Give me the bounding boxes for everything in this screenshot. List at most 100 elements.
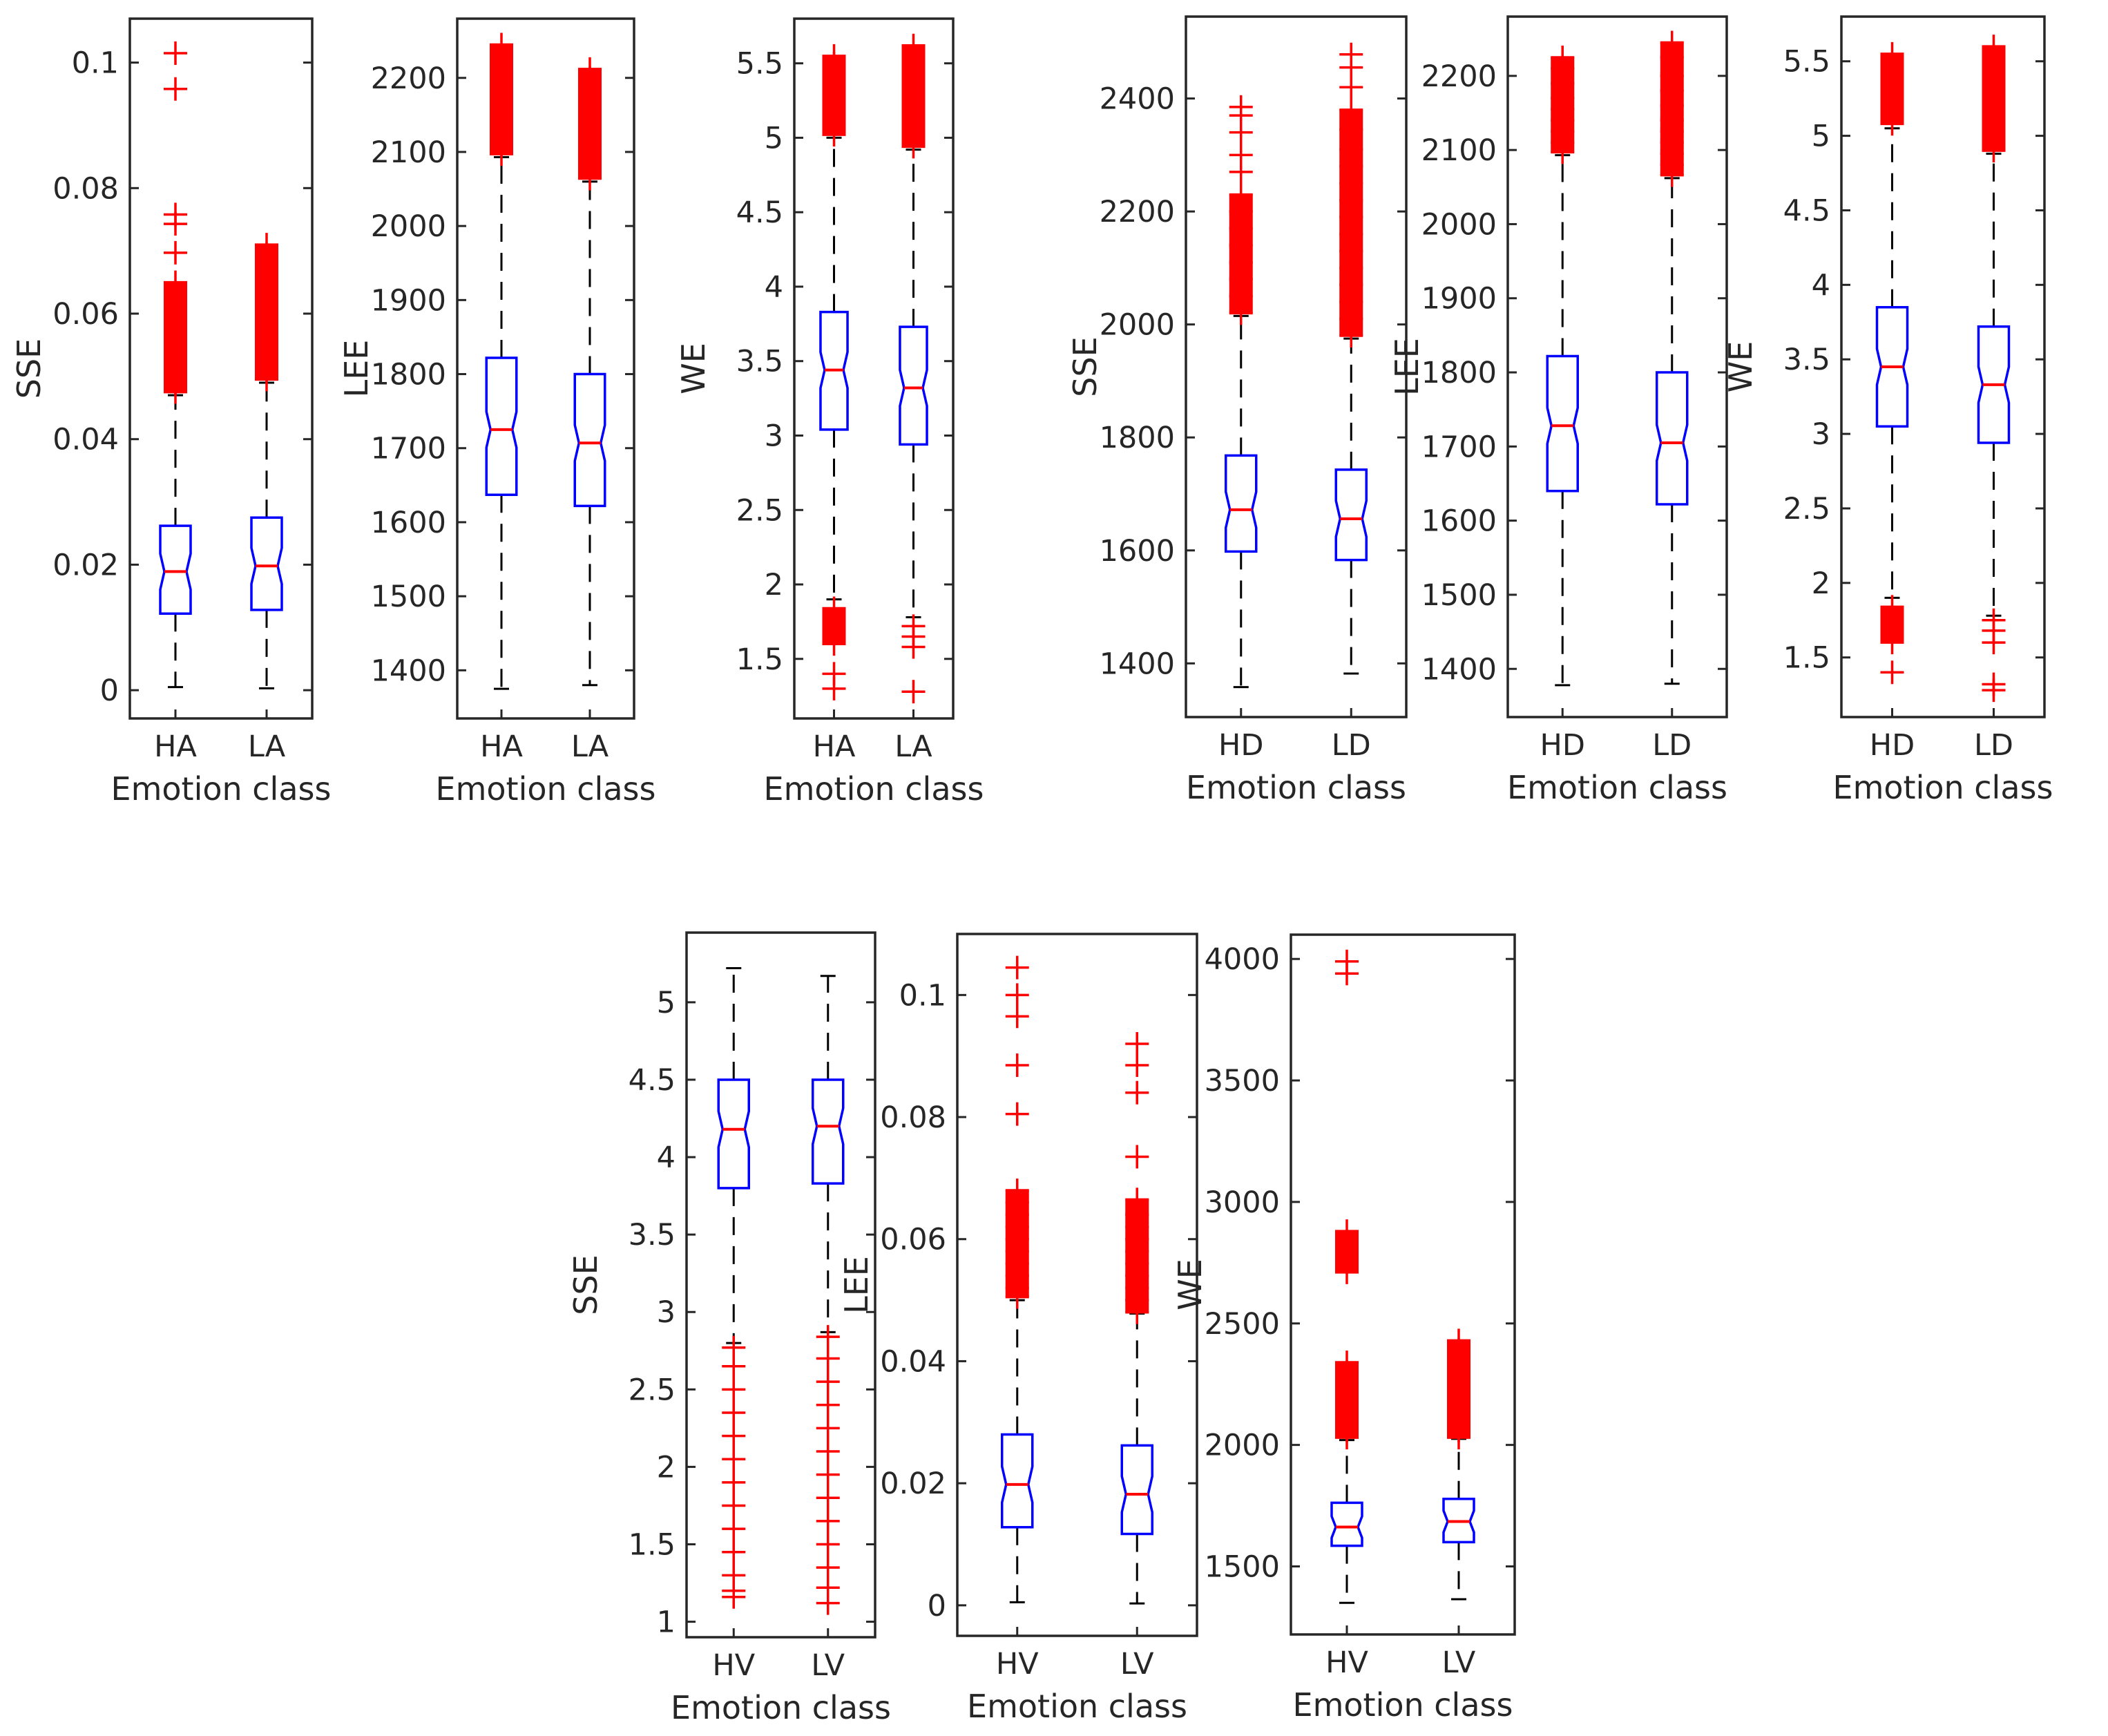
box-LV — [1442, 1328, 1475, 1601]
panel-7: 1 1.5 2 2.5 3 3.5 4 4.5 5 HV LV Emotion class SSE — [567, 931, 891, 1726]
outlier-low — [816, 1370, 840, 1394]
ytick-label: 0.06 — [880, 1223, 946, 1257]
ytick-label: 5.5 — [736, 47, 783, 82]
box-body — [1977, 325, 2011, 444]
outlier-low — [822, 632, 846, 656]
outlier-low — [901, 635, 926, 659]
outlier-low — [816, 1509, 840, 1533]
ytick-label: 3500 — [1205, 1064, 1280, 1098]
outlier-high — [1880, 41, 1904, 66]
ytick-label: 2500 — [1205, 1307, 1280, 1342]
box-HV — [717, 967, 750, 1609]
ytick-label: 1900 — [1421, 282, 1497, 316]
xtick-label: HD — [1870, 728, 1915, 763]
outlier-high — [1229, 143, 1253, 167]
panel-6: 1.5 2 2.5 3 3.5 4 4.5 5 5.5 HD LD Emotion class WE — [1722, 15, 2053, 806]
box-body — [1656, 371, 1689, 506]
box-body — [1225, 454, 1258, 553]
ytick-label: 4.5 — [1783, 193, 1830, 228]
outlier-high — [164, 77, 187, 101]
axes-frame — [456, 17, 635, 720]
box-HD — [1225, 95, 1258, 689]
outlier-low — [816, 1486, 840, 1510]
ytick-label: 4 — [765, 270, 783, 305]
panel-4: 1400 1600 1800 2000 2200 2400 HD LD Emotion clas… — [1066, 15, 1408, 806]
panel-1: 0 0.02 0.04 0.06 0.08 0.1 HA LA Emotion class SSE — [10, 17, 331, 808]
ytick-label: 5 — [1812, 120, 1830, 154]
outlier-high — [901, 33, 926, 57]
ytick-label: 1.5 — [1783, 641, 1830, 676]
ytick-label: 1400 — [1421, 652, 1497, 687]
outlier-high — [1339, 42, 1363, 66]
axes-frame — [1290, 933, 1516, 1636]
box-LV — [1120, 1032, 1153, 1605]
outlier-low — [722, 1517, 746, 1541]
ytick-label: 1900 — [371, 283, 446, 318]
ytick-label: 2000 — [1100, 308, 1175, 343]
ytick-label: 2200 — [1100, 195, 1175, 229]
ytick-label: 1.5 — [736, 642, 783, 677]
outlier-high — [1660, 30, 1684, 55]
box-body — [573, 372, 606, 508]
ytick-label: 0.1 — [899, 978, 946, 1013]
box-LA — [250, 233, 283, 689]
outlier-high — [578, 57, 602, 81]
outlier-high — [164, 240, 187, 265]
x-axis-label: Emotion class — [1833, 769, 2053, 806]
panel-9: 1500 2000 2500 3000 3500 4000 HV LV Emotion clas… — [1171, 933, 1516, 1724]
xtick-label: HD — [1218, 728, 1263, 763]
ytick-label: 0.1 — [72, 46, 119, 81]
axes-frame — [128, 17, 314, 720]
box-LD — [1656, 30, 1689, 685]
x-axis-label: Emotion class — [764, 770, 984, 808]
outlier-low — [722, 1377, 746, 1402]
box-HA — [485, 32, 518, 690]
axes-frame — [793, 17, 955, 720]
x-axis-label: Emotion class — [436, 770, 656, 808]
xtick-label: LA — [571, 729, 609, 764]
outlier-high — [1339, 75, 1363, 99]
ytick-label: 2.5 — [736, 493, 783, 528]
box-body — [1334, 468, 1368, 562]
y-axis-label: LEE — [1388, 338, 1426, 396]
ytick-label: 1 — [657, 1605, 675, 1640]
outlier-high — [1229, 95, 1253, 119]
panel-8: 0 0.02 0.04 0.06 0.08 0.1 HV LV Emotion class LEE — [838, 933, 1198, 1725]
outlier-low — [816, 1416, 840, 1440]
ytick-label: 1400 — [1100, 647, 1175, 681]
xtick-label: HA — [813, 729, 856, 764]
ytick-label: 1800 — [1421, 356, 1497, 390]
outlier-high — [822, 44, 846, 68]
y-axis-label: LEE — [838, 1256, 875, 1314]
ytick-label: 0.08 — [880, 1100, 946, 1135]
ytick-label: 2000 — [1421, 207, 1497, 242]
outlier-high — [1125, 1032, 1149, 1056]
ytick-label: 2200 — [371, 61, 446, 96]
ytick-label: 3.5 — [1783, 343, 1830, 377]
xtick-label: LV — [811, 1648, 845, 1683]
y-axis-label: SSE — [567, 1255, 604, 1315]
outlier-low — [722, 1424, 746, 1448]
box-body — [159, 524, 192, 616]
ytick-label: 4 — [1812, 268, 1830, 303]
outlier-high — [1339, 117, 1363, 142]
ytick-label: 0.04 — [880, 1344, 946, 1379]
box-body — [812, 1078, 845, 1185]
ytick-label: 1700 — [1421, 430, 1497, 464]
box-body — [899, 325, 928, 446]
outlier-high — [164, 270, 187, 294]
outlier-low — [816, 1346, 840, 1371]
outlier-high — [164, 202, 187, 227]
box-HD — [1875, 41, 1909, 685]
outlier-low — [722, 1354, 746, 1378]
outlier-high — [255, 233, 278, 257]
outlier-high — [1005, 983, 1029, 1007]
ytick-label: 1500 — [1205, 1550, 1280, 1585]
ytick-label: 2 — [765, 568, 783, 602]
outlier-high — [1335, 1219, 1359, 1243]
outlier-high — [1005, 1102, 1029, 1126]
ytick-label: 2.5 — [1783, 492, 1830, 526]
outlier-low — [722, 1400, 746, 1424]
outlier-high — [1005, 1053, 1029, 1077]
box-HA — [159, 41, 192, 689]
